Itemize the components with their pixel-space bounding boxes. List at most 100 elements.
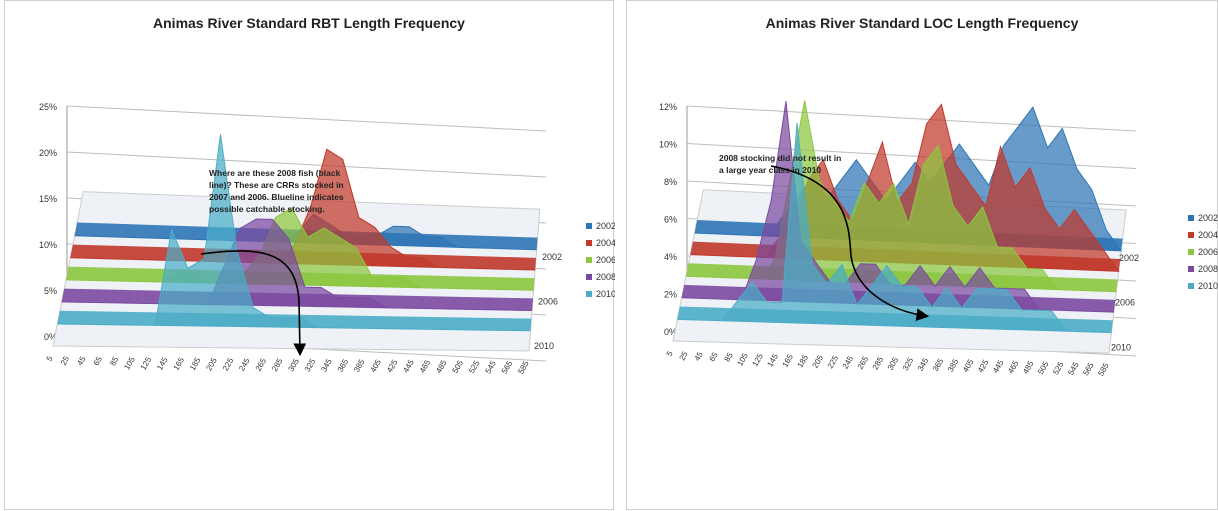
legend-swatch-2006: [1188, 249, 1194, 255]
chart-title-rbt: Animas River Standard RBT Length Frequen…: [153, 15, 465, 31]
x-tick-label: 65: [708, 350, 721, 363]
gridline: [686, 105, 1137, 132]
x-tick-label: 385: [352, 357, 367, 374]
x-tick-label: 345: [916, 356, 931, 373]
legend-label-2008: 2008: [596, 272, 615, 282]
x-tick-label: 225: [826, 354, 841, 371]
series-base-2010: [677, 306, 1113, 333]
x-tick-label: 525: [467, 359, 482, 376]
x-tick-label: 285: [871, 355, 886, 372]
legend-swatch-2008: [1188, 266, 1194, 272]
legend-swatch-2010: [1188, 283, 1194, 289]
x-tick-label: 185: [188, 356, 203, 373]
depth-label: 2006: [1115, 298, 1135, 308]
x-tick-label: 125: [139, 355, 154, 372]
x-tick-label: 45: [75, 354, 88, 367]
x-tick-label: 265: [254, 356, 269, 373]
gridline: [66, 105, 547, 132]
legend-label-2002: 2002: [596, 221, 615, 231]
legend-swatch-2002: [586, 223, 592, 229]
x-tick-label: 245: [237, 356, 252, 373]
x-tick-label: 525: [1051, 360, 1066, 377]
chart-loc: 0%2%4%6%8%10%12%5 25 45 65 85 105 125 145 165 185…: [659, 100, 1218, 378]
legend-swatch-2002: [1188, 215, 1194, 221]
x-tick-label: 5: [45, 354, 55, 363]
legend-label-2006: 2006: [1198, 247, 1218, 257]
x-tick-label: 325: [303, 357, 318, 374]
x-tick-label: 145: [155, 355, 170, 372]
legend-swatch-2006: [586, 257, 592, 263]
y-tick-label: 10%: [39, 240, 57, 250]
depth-label: 2010: [534, 341, 554, 351]
x-tick-label: 425: [976, 358, 991, 375]
x-tick-label: 105: [735, 351, 750, 368]
x-tick-label: 185: [796, 353, 811, 370]
legend-label-2004: 2004: [1198, 230, 1218, 240]
legend-swatch-2004: [586, 240, 592, 246]
x-tick-label: 345: [319, 357, 334, 374]
x-tick-label: 105: [122, 355, 137, 372]
y-tick-label: 0%: [664, 327, 677, 337]
y-tick-label: 20%: [39, 148, 57, 158]
x-tick-label: 125: [750, 352, 765, 369]
x-tick-label: 165: [172, 355, 187, 372]
legend-swatch-2008: [586, 274, 592, 280]
x-tick-label: 545: [483, 359, 498, 376]
x-tick-label: 365: [336, 357, 351, 374]
x-tick-label: 565: [500, 359, 515, 376]
depth-label: 2006: [538, 296, 558, 306]
chart-panel-rbt: Animas River Standard RBT Length Frequen…: [4, 0, 615, 510]
y-tick-label: 10%: [659, 140, 677, 150]
gridline: [66, 151, 547, 178]
series-base-2010: [57, 310, 532, 331]
x-tick-label: 225: [221, 356, 236, 373]
x-tick-label: 505: [1036, 359, 1051, 376]
x-tick-label: 405: [369, 357, 384, 374]
x-tick-label: 85: [108, 355, 121, 368]
x-tick-label: 205: [811, 353, 826, 370]
x-tick-label: 465: [418, 358, 433, 375]
legend-label-2010: 2010: [596, 289, 615, 299]
annotation: Where are these 2008 fish (black line)? T…: [209, 168, 344, 214]
x-tick-label: 165: [781, 352, 796, 369]
x-tick-label: 585: [516, 359, 531, 376]
x-tick-label: 585: [1096, 361, 1111, 378]
x-tick-label: 505: [451, 358, 466, 375]
y-tick-label: 8%: [664, 177, 677, 187]
x-tick-label: 365: [931, 356, 946, 373]
depth-label: 2002: [542, 252, 562, 262]
annotation-arrow: [770, 165, 930, 321]
y-tick-label: 6%: [664, 215, 677, 225]
x-tick-label: 45: [693, 350, 706, 363]
legend-label-2002: 2002: [1198, 213, 1218, 223]
x-tick-label: 405: [961, 357, 976, 374]
y-tick-label: 15%: [39, 194, 57, 204]
x-tick-label: 425: [385, 358, 400, 375]
x-tick-label: 25: [59, 354, 72, 367]
legend-label-2010: 2010: [1198, 281, 1218, 291]
legend-label-2004: 2004: [596, 238, 615, 248]
legend-swatch-2010: [586, 291, 592, 297]
y-tick-label: 12%: [659, 102, 677, 112]
x-tick-label: 5: [665, 349, 675, 358]
x-tick-label: 465: [1006, 359, 1021, 376]
x-tick-label: 265: [856, 354, 871, 371]
legend-label-2006: 2006: [596, 255, 615, 265]
x-tick-label: 565: [1081, 361, 1096, 378]
x-tick-label: 305: [286, 357, 301, 374]
chart-rbt: 0%5%10%15%20%25%5 25 45 65 85 105 125 145 165 185…: [39, 102, 615, 376]
y-tick-label: 4%: [664, 252, 677, 262]
x-tick-label: 245: [841, 354, 856, 371]
depth-label: 2010: [1111, 343, 1131, 353]
y-tick-label: 25%: [39, 102, 57, 112]
x-tick-label: 545: [1066, 360, 1081, 377]
x-tick-label: 485: [1021, 359, 1036, 376]
x-tick-label: 305: [886, 355, 901, 372]
chart-title-loc: Animas River Standard LOC Length Frequen…: [765, 15, 1079, 31]
y-tick-label: 0%: [44, 332, 57, 342]
legend: 2002 2004 2006 2008 2010: [586, 221, 615, 299]
x-tick-label: 285: [270, 356, 285, 373]
x-tick-label: 485: [434, 358, 449, 375]
depth-label: 2002: [1119, 253, 1139, 263]
chart-panel-loc: Animas River Standard LOC Length Frequen…: [626, 0, 1218, 510]
